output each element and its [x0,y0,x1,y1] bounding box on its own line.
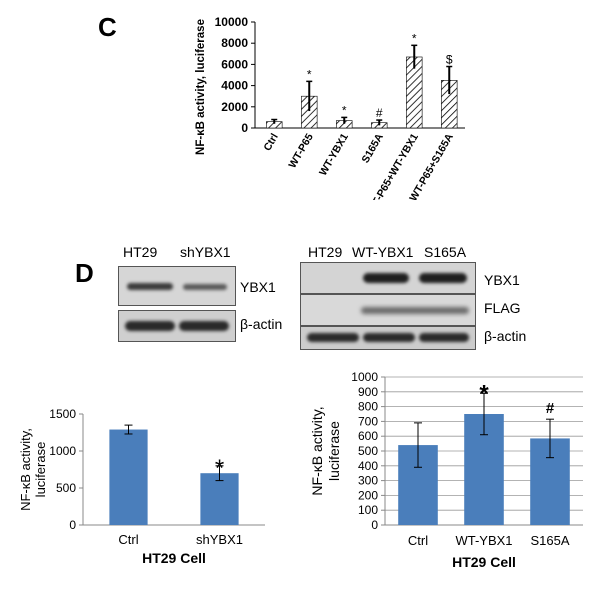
c-y-axis-title: NF-κB activity, luciferase [195,19,207,155]
c-y-tick-label: 0 [241,121,248,135]
chart-c: 0 2000 4000 6000 8000 10000 NF-κB activity, lu… [195,15,465,200]
dr-y-tick-label: 800 [358,400,378,414]
blot-right-lane-2: WT-YBX1 [352,244,414,260]
dr-y-tick-label: 100 [358,503,378,517]
c-significance-mark: # [376,106,383,120]
dl-y-tick-label: 1000 [49,444,76,458]
c-significance-mark: * [342,103,347,117]
dl-x-axis-title: HT29 Cell [142,550,206,566]
dr-y-tick-label: 500 [358,444,378,458]
blot-left-actin-band-strip [118,310,236,342]
dl-y-tick-label: 500 [56,481,76,495]
dl-y-axis-title-line2: luciferase [33,442,48,498]
dr-x-axis-title: HT29 Cell [452,554,516,570]
dr-y-tick-label: 0 [371,518,378,532]
panel-c-letter: C [98,12,117,42]
c-significance-mark: * [412,31,417,45]
blot-right-row-actin: β-actin [484,328,527,344]
dl-bar [200,473,239,525]
c-category-label: S165A [359,131,386,165]
dl-y-tick-label: 0 [69,518,76,532]
dl-y-tick-label: 1500 [49,407,76,421]
dr-y-tick-label: 700 [358,414,378,428]
dr-significance-mark: # [546,400,555,417]
blot-left-row-actin: β-actin [240,316,283,332]
dr-y-tick-label: 1000 [351,370,378,384]
blot-right-lane-3: S165A [424,244,467,260]
c-y-tick-label: 10000 [215,15,249,29]
dl-category-label: Ctrl [118,532,138,547]
dr-y-tick-label: 400 [358,459,378,473]
c-y-tick-label: 2000 [221,100,248,114]
dr-significance-mark: * [479,380,489,407]
c-significance-mark: * [307,67,312,81]
dr-y-tick-label: 600 [358,429,378,443]
c-category-label: WT-YBX1 [317,131,351,178]
dl-y-axis-title-line1: NF-κB activity, [18,428,33,511]
blot-right-row-flag: FLAG [484,300,521,316]
dr-y-tick-label: 200 [358,488,378,502]
blot-left-lane-2: shYBX1 [180,244,231,260]
dr-category-label: Ctrl [408,533,428,548]
dr-category-label: S165A [530,533,569,548]
dl-significance-mark: * [215,455,224,482]
c-significance-mark: $ [446,53,453,67]
blot-right-row-ybx1: YBX1 [484,272,520,288]
dr-y-axis-title-line1: NF-κB activity, [309,406,325,495]
c-category-label: Ctrl [261,131,280,153]
blot-left-lane-1: HT29 [123,244,158,260]
c-y-tick-label: 4000 [221,79,248,93]
c-y-tick-label: 6000 [221,57,248,71]
dl-bar [109,429,148,525]
dr-y-tick-label: 900 [358,385,378,399]
c-category-label: WT-P65 [286,131,315,170]
panel-d-letter: D [75,258,94,288]
dr-y-tick-label: 300 [358,474,378,488]
blot-right-flag-band-strip [300,294,476,326]
dl-category-label: shYBX1 [196,532,243,547]
dr-category-label: WT-YBX1 [455,533,512,548]
blot-right-lane-1: HT29 [308,244,343,260]
dr-y-axis-title-line2: luciferase [326,421,342,481]
blot-left-ybx1-band-strip [118,266,236,306]
blot-right-ybx1-band-strip [300,262,476,294]
blot-left-row-ybx1: YBX1 [240,279,276,295]
c-y-tick-label: 8000 [221,36,248,50]
blot-right-actin-band-strip [300,326,476,350]
